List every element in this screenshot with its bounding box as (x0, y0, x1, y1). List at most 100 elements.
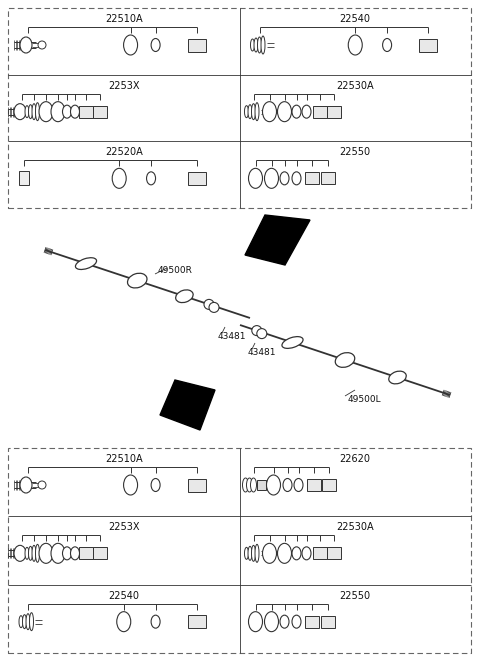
Circle shape (32, 549, 40, 558)
Text: 22550: 22550 (340, 590, 371, 601)
Bar (312, 547, 326, 560)
Ellipse shape (292, 547, 301, 560)
Ellipse shape (389, 371, 406, 384)
Ellipse shape (254, 38, 258, 52)
Ellipse shape (255, 103, 259, 121)
Ellipse shape (151, 39, 160, 52)
Bar (188, 615, 205, 628)
Ellipse shape (32, 104, 36, 119)
Ellipse shape (263, 543, 276, 564)
Ellipse shape (117, 611, 131, 632)
Ellipse shape (280, 615, 289, 628)
Ellipse shape (28, 546, 33, 560)
Ellipse shape (283, 478, 292, 491)
Bar (312, 106, 326, 117)
Ellipse shape (14, 545, 26, 562)
Ellipse shape (176, 290, 193, 302)
Text: 49500R: 49500R (158, 266, 193, 275)
Bar (321, 616, 335, 628)
Ellipse shape (51, 543, 65, 564)
Circle shape (209, 302, 219, 312)
Bar (8, 8, 471, 208)
Ellipse shape (14, 104, 26, 119)
Ellipse shape (242, 478, 249, 492)
Text: 43481: 43481 (248, 348, 276, 357)
Text: 22510A: 22510A (105, 14, 143, 24)
Bar (419, 39, 437, 52)
Bar (93, 547, 107, 560)
Polygon shape (245, 215, 310, 265)
Ellipse shape (75, 258, 96, 270)
Ellipse shape (302, 547, 311, 560)
Ellipse shape (23, 615, 26, 628)
Ellipse shape (146, 172, 156, 185)
Bar (257, 480, 266, 490)
Ellipse shape (251, 39, 254, 51)
Ellipse shape (62, 547, 72, 560)
Ellipse shape (248, 105, 252, 119)
Ellipse shape (249, 611, 263, 632)
Text: 22620: 22620 (340, 454, 371, 464)
Ellipse shape (292, 615, 301, 628)
Ellipse shape (151, 478, 160, 491)
Text: 22550: 22550 (340, 148, 371, 157)
Ellipse shape (252, 104, 255, 119)
Polygon shape (160, 380, 215, 430)
Text: 2253X: 2253X (108, 81, 140, 91)
Bar (79, 547, 93, 560)
Circle shape (38, 41, 46, 49)
Ellipse shape (249, 169, 263, 188)
Ellipse shape (348, 35, 362, 55)
Ellipse shape (39, 543, 53, 564)
Ellipse shape (335, 353, 355, 367)
Ellipse shape (36, 103, 39, 121)
Ellipse shape (244, 106, 249, 117)
Ellipse shape (20, 37, 32, 53)
Ellipse shape (292, 105, 301, 118)
Ellipse shape (302, 105, 311, 118)
Ellipse shape (251, 478, 256, 492)
Ellipse shape (39, 102, 53, 121)
Ellipse shape (257, 37, 262, 53)
Ellipse shape (261, 36, 265, 54)
Ellipse shape (151, 615, 160, 628)
Ellipse shape (71, 547, 80, 560)
Bar (321, 173, 335, 184)
Ellipse shape (71, 105, 80, 118)
Ellipse shape (25, 106, 29, 117)
Bar (322, 479, 336, 491)
Ellipse shape (19, 616, 23, 628)
Bar (307, 479, 321, 491)
Circle shape (38, 481, 46, 489)
Ellipse shape (292, 172, 301, 185)
Circle shape (32, 108, 40, 115)
Circle shape (204, 299, 214, 310)
Bar (326, 547, 340, 560)
Ellipse shape (264, 169, 278, 188)
Circle shape (257, 329, 267, 338)
Bar (188, 478, 205, 491)
Ellipse shape (263, 102, 276, 121)
Text: 22530A: 22530A (336, 522, 374, 532)
Ellipse shape (264, 611, 278, 632)
Bar (326, 106, 340, 117)
Ellipse shape (28, 105, 33, 119)
Bar (79, 106, 93, 117)
Ellipse shape (255, 544, 259, 562)
Text: 49500L: 49500L (348, 395, 382, 404)
Bar (19, 171, 29, 186)
Ellipse shape (277, 543, 291, 564)
Ellipse shape (51, 102, 65, 121)
Text: 22510A: 22510A (105, 454, 143, 464)
Ellipse shape (25, 547, 29, 560)
Ellipse shape (29, 613, 34, 630)
Bar (188, 172, 205, 185)
Ellipse shape (123, 35, 138, 55)
Ellipse shape (266, 475, 280, 495)
Ellipse shape (112, 169, 126, 188)
Ellipse shape (294, 478, 303, 491)
Ellipse shape (32, 545, 36, 562)
Text: 22540: 22540 (108, 590, 139, 601)
Bar (8, 448, 471, 653)
Text: 22540: 22540 (340, 14, 371, 24)
